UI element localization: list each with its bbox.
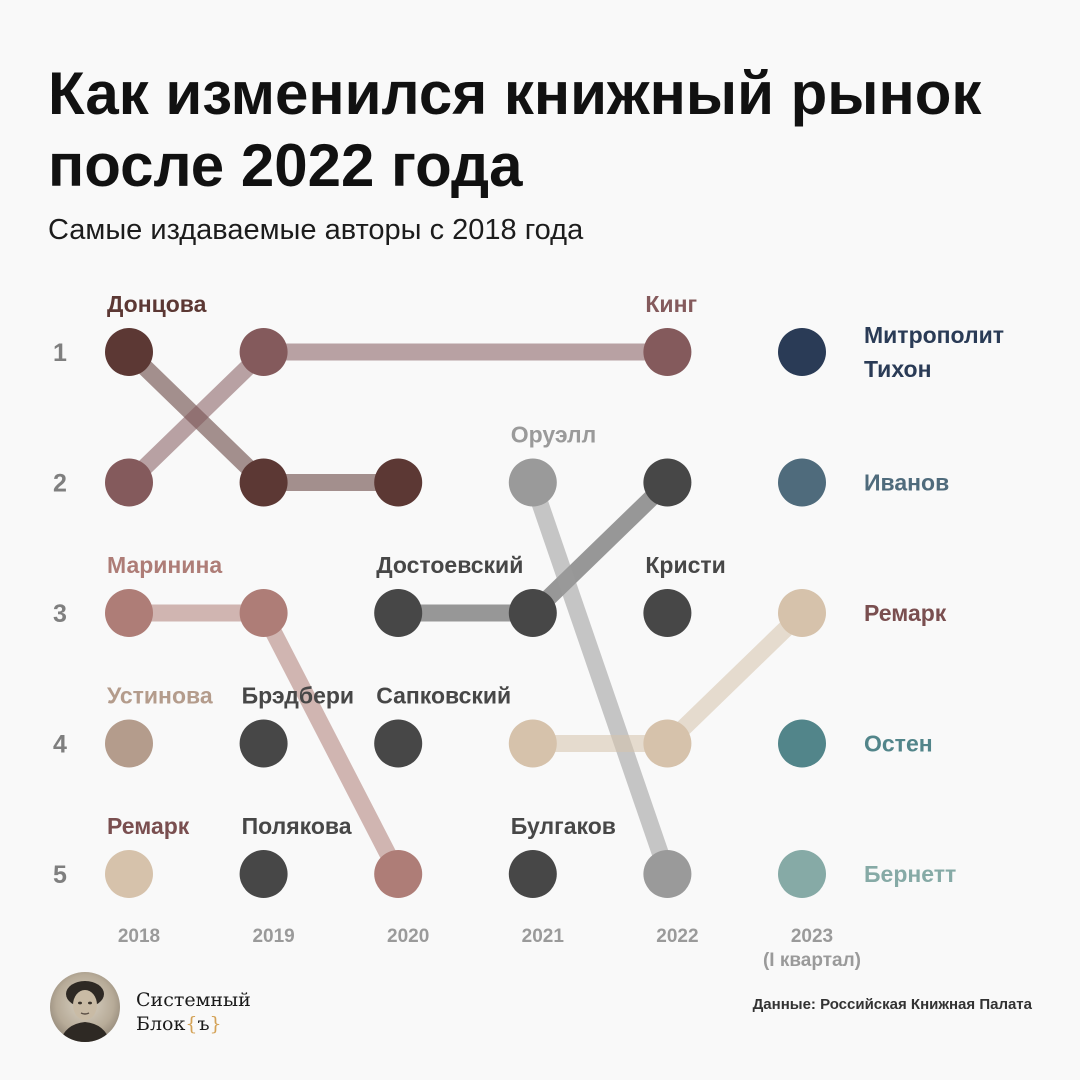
- label-остен-15: Остен: [864, 731, 933, 757]
- year-labels: 2018 2019 2020 2021 2022 2023 (I квартал): [118, 926, 861, 971]
- label-булгаков-10: Булгаков: [511, 813, 616, 839]
- label-полякова-6: Полякова: [242, 813, 352, 839]
- label-донцова-0: Донцова: [107, 291, 207, 317]
- page-title: Как изменился книжный рынок после 2022 г…: [48, 60, 982, 199]
- point-донцова-2019: [239, 458, 288, 507]
- label-оруэлл-9: Оруэлл: [511, 422, 596, 448]
- brand-word: Блок: [136, 1013, 186, 1035]
- label-бернетт-16: Бернетт: [864, 861, 956, 887]
- page-subtitle: Самые издаваемые авторы с 2018 года: [48, 214, 584, 246]
- rank-label-3: 3: [53, 600, 67, 628]
- point-бернетт-2023: [778, 850, 826, 898]
- series-line-кинг-1-0: [123, 345, 270, 489]
- series-points: [105, 328, 826, 898]
- point-ремарк-2021: [508, 719, 557, 768]
- point-маринина-2020: [374, 850, 423, 898]
- year-label-2020: 2020: [387, 926, 429, 947]
- rank-label-1: 1: [53, 339, 67, 367]
- label-брэдбери-5: Брэдбери: [242, 683, 354, 709]
- point-кристи-2022: [643, 589, 692, 637]
- label-достоевский-7: Достоевский: [376, 552, 523, 578]
- point-маринина-2018: [105, 589, 153, 637]
- brand-brace-open: {: [185, 1013, 198, 1035]
- point-маринина-2019: [239, 589, 288, 637]
- point-ремарк-2023: [778, 589, 826, 637]
- brand-brace-letter: ъ: [197, 1013, 210, 1035]
- rank-label-4: 4: [53, 731, 67, 759]
- point-брэдбери-2019: [239, 719, 288, 768]
- year-label-2021: 2021: [522, 926, 565, 947]
- year-label-2023: 2023: [791, 926, 833, 947]
- year-note-2023: (I квартал): [763, 950, 861, 971]
- point-ремарк-2022: [643, 719, 692, 768]
- brand-line-2: Блок{ъ}: [136, 1012, 251, 1036]
- label-сапковский-8: Сапковский: [376, 683, 511, 709]
- point-кинг-2022: [643, 328, 692, 376]
- point-остен-2023: [778, 719, 826, 768]
- rank-labels: 1 2 3 4 5: [53, 339, 67, 889]
- label-митрополит-тихон-12: Митрополит Тихон: [864, 322, 1004, 382]
- point-донцова-2020: [374, 458, 423, 507]
- point-ремарк-2018: [105, 850, 153, 898]
- label-ремарк-14: Ремарк: [864, 600, 947, 626]
- label-ремарк-4: Ремарк: [107, 813, 190, 839]
- series-line-оруэлл-9-0: [524, 479, 676, 877]
- label-маринина-2: Маринина: [107, 552, 222, 578]
- series-line-ремарк-10-1: [661, 606, 808, 750]
- point-достоевский-2022: [643, 458, 692, 507]
- author-labels: Донцова Кинг Маринина Устинова Ремарк Брэдбер…: [107, 291, 1004, 887]
- point-достоевский-2021: [508, 589, 557, 637]
- brand-line-1: Системный: [136, 989, 251, 1011]
- label-иванов-13: Иванов: [864, 470, 949, 496]
- data-source: Данные: Российская Книжная Палата: [752, 996, 1032, 1013]
- point-достоевский-2020: [374, 589, 423, 637]
- point-кинг-2018: [105, 458, 153, 507]
- point-булгаков-2021: [508, 850, 557, 898]
- brand-brace-close: }: [209, 1013, 222, 1035]
- series-line-достоевский-7-1: [526, 476, 674, 620]
- point-иванов-2023: [778, 458, 826, 507]
- point-оруэлл-2021: [508, 458, 557, 507]
- year-label-2018: 2018: [118, 926, 160, 947]
- year-label-2019: 2019: [252, 926, 294, 947]
- point-полякова-2019: [239, 850, 288, 898]
- brand-logo: [50, 972, 120, 1042]
- rank-label-5: 5: [53, 861, 67, 889]
- point-устинова-2018: [105, 719, 153, 768]
- point-митрополит-тихон-2023: [778, 328, 826, 376]
- label-кристи-11: Кристи: [645, 552, 725, 578]
- point-кинг-2019: [239, 328, 288, 376]
- series-lines: [123, 343, 808, 878]
- rank-label-2: 2: [53, 470, 67, 498]
- brand-name: Системный Блок{ъ}: [136, 988, 251, 1036]
- point-оруэлл-2022: [643, 850, 692, 898]
- portrait-image: [60, 981, 110, 1042]
- year-label-2022: 2022: [656, 926, 698, 947]
- series-line-маринина-2-1: [256, 609, 406, 878]
- point-сапковский-2020: [374, 719, 423, 768]
- point-донцова-2018: [105, 328, 153, 376]
- label-кинг-1: Кинг: [645, 291, 697, 317]
- label-устинова-3: Устинова: [107, 683, 213, 709]
